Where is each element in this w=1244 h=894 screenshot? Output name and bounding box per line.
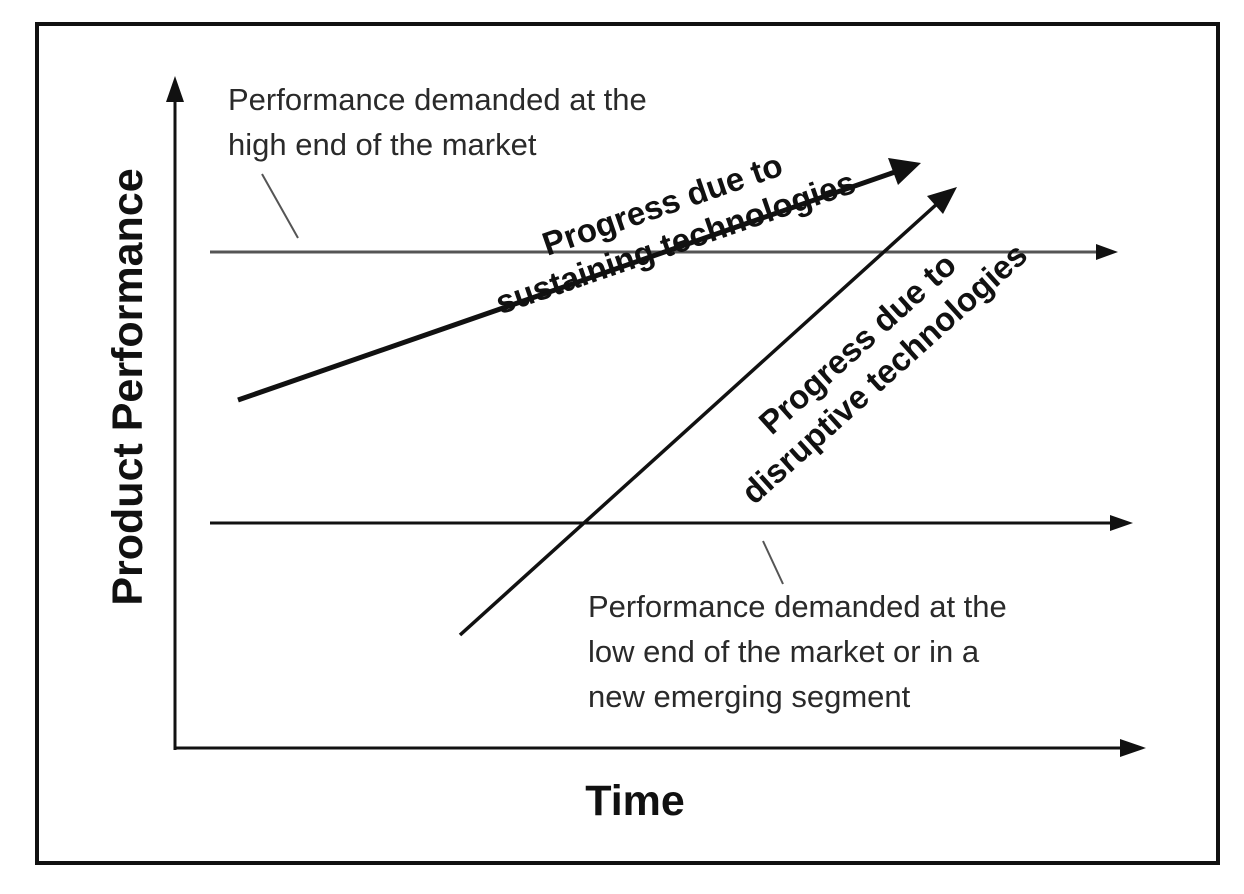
low-end-demand-arrowhead bbox=[1110, 515, 1133, 531]
low-end-leader-line bbox=[762, 540, 784, 585]
x-axis bbox=[175, 739, 1146, 757]
y-axis bbox=[166, 76, 184, 750]
y-axis-arrowhead bbox=[166, 76, 184, 102]
y-axis-title: Product Performance bbox=[104, 168, 152, 605]
high-end-leader-line bbox=[261, 173, 299, 239]
disruptive-trajectory-arrow bbox=[458, 187, 957, 637]
low-end-demand-line bbox=[210, 515, 1133, 531]
disruptive-label-line2: disruptive technologies bbox=[734, 236, 1034, 511]
sustaining-trajectory-arrow bbox=[237, 158, 921, 403]
high-end-demand-arrowhead bbox=[1096, 244, 1118, 260]
low-end-annotation-line2: low end of the market or in a bbox=[588, 634, 980, 669]
disruptive-trajectory-arrowhead bbox=[927, 187, 957, 214]
high-end-annotation-line2: high end of the market bbox=[228, 127, 537, 162]
x-axis-title: Time bbox=[585, 777, 685, 825]
low-end-annotation-line1: Performance demanded at the bbox=[588, 589, 1007, 624]
high-end-demand-line bbox=[210, 244, 1118, 260]
low-end-annotation-line3: new emerging segment bbox=[588, 679, 911, 714]
high-end-annotation-line1: Performance demanded at the bbox=[228, 82, 647, 117]
sustaining-trajectory-arrowhead bbox=[888, 158, 921, 185]
x-axis-arrowhead bbox=[1120, 739, 1146, 757]
diagram-frame bbox=[35, 22, 1220, 865]
